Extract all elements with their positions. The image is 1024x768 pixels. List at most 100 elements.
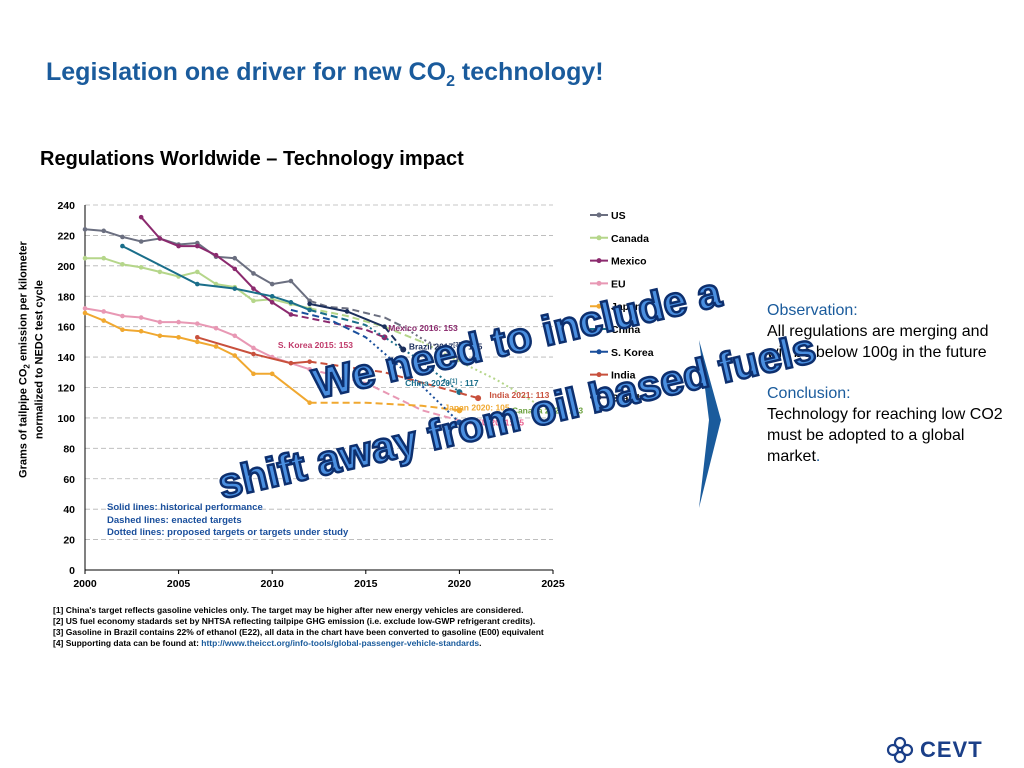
target-point-eu <box>475 422 482 429</box>
y-tick-label: 60 <box>63 474 75 486</box>
point-mexico <box>251 286 256 291</box>
point-mexico <box>195 243 200 249</box>
y-tick-label: 140 <box>57 352 75 364</box>
point-mexico <box>157 236 163 241</box>
label-eu: EU 2021: 95 <box>476 418 524 428</box>
data-source-link[interactable]: http://www.theicct.org/info-tools/global… <box>201 638 480 648</box>
point-india <box>307 359 312 364</box>
legend-marker-china <box>596 326 602 332</box>
legend-label-us: US <box>611 210 626 222</box>
point-eu <box>157 319 163 325</box>
point-eu <box>138 315 144 320</box>
conclusion-heading: Conclusion: <box>767 385 851 402</box>
legend-marker-mexico <box>596 258 602 264</box>
series-china-historical <box>121 245 310 311</box>
chart-series <box>82 214 556 429</box>
legend-marker-brazil <box>596 394 602 400</box>
point-japan <box>307 400 312 406</box>
point-eu <box>232 333 238 339</box>
observation-heading: Observation: <box>767 302 858 319</box>
legend-marker-canada <box>596 235 602 241</box>
point-japan <box>157 333 163 339</box>
series-brazil-enacted <box>383 326 404 351</box>
point-china <box>269 293 275 299</box>
point-japan <box>232 353 238 358</box>
cevt-logo-icon <box>886 736 914 764</box>
x-tick-label: 2010 <box>261 578 285 590</box>
point-canada <box>101 255 107 261</box>
target-point-japan <box>456 407 463 414</box>
series-india-enacted <box>309 360 479 400</box>
point-canada <box>82 255 88 261</box>
series-us-enacted <box>309 299 404 328</box>
legend-label-mexico: Mexico <box>611 256 647 268</box>
y-tick-label: 220 <box>57 230 75 242</box>
point-china <box>232 286 238 291</box>
legend-marker-eu <box>596 280 602 286</box>
line-style-notes: Solid lines: historical performance Dash… <box>107 502 349 538</box>
point-japan <box>251 371 256 377</box>
point-canada <box>251 298 256 304</box>
y-tick-label: 20 <box>63 535 75 547</box>
legend-label-japan: Japan <box>611 301 641 313</box>
point-mexico <box>138 214 144 220</box>
footnote-4: [4] Supporting data can be found at: htt… <box>53 638 482 648</box>
legend-marker-us <box>596 212 602 218</box>
point-china <box>195 281 200 287</box>
note-dotted: Dotted lines: proposed targets or target… <box>107 527 349 538</box>
label-brazil: Brazil 2017[3] : 145 <box>409 341 483 351</box>
point-us <box>82 227 88 232</box>
point-china <box>307 307 312 313</box>
y-tick-label: 0 <box>69 565 75 577</box>
chart-legend: US Canada Mexico EU Japan China S. Korea India B… <box>590 210 654 404</box>
point-brazil <box>344 309 350 314</box>
y-tick-label: 120 <box>57 383 75 395</box>
legend-marker-india <box>596 372 602 378</box>
series-end-labels: Canada 2025: 103 Mexico 2016: 153 EU 2021:… <box>278 323 584 427</box>
target-point-s-korea <box>456 419 463 426</box>
conclusion-text: Technology for reaching low CO2 must be … <box>767 406 1003 465</box>
series-us-proposed <box>402 325 460 360</box>
note-dashed: Dashed lines: enacted targets <box>107 515 242 526</box>
x-tick-label: 2005 <box>167 578 191 590</box>
point-mexico <box>288 312 294 317</box>
label-s-korea: S. Korea 2015: 153 <box>278 340 353 350</box>
point-brazil <box>307 301 312 307</box>
series-s-korea-enacted <box>290 308 367 339</box>
series-canada-enacted <box>309 307 423 343</box>
series-japan-enacted <box>309 401 460 412</box>
point-japan <box>101 318 107 323</box>
point-mexico <box>269 300 275 305</box>
point-eu <box>176 319 181 325</box>
x-tick-label: 2015 <box>354 578 378 590</box>
point-eu <box>251 345 256 351</box>
point-mexico <box>176 243 181 249</box>
x-tick-label: 2000 <box>73 578 97 590</box>
y-tick-label: 180 <box>57 291 75 303</box>
x-tick-label: 2020 <box>448 578 472 590</box>
point-china <box>288 300 294 305</box>
chart-axes: 0 20 40 60 80 100 120 140 160 180 200 220 240 2000 200… <box>57 200 564 590</box>
legend-label-canada: Canada <box>611 233 649 245</box>
series-canada-proposed <box>421 341 554 415</box>
y-tick-label: 100 <box>57 413 75 425</box>
cevt-logo-text: CEVT <box>920 737 983 762</box>
label-india: India 2021: 113 <box>489 390 549 400</box>
point-canada <box>120 262 125 267</box>
point-canada <box>138 265 144 270</box>
chart-subtitle: Regulations Worldwide – Technology impac… <box>40 148 464 170</box>
footnote-2: [2] US fuel economy stadards set by NHTS… <box>53 616 536 626</box>
point-eu <box>307 366 312 372</box>
point-us <box>120 234 125 240</box>
point-japan <box>269 371 275 377</box>
legend-label-brazil: Brazil <box>611 392 640 404</box>
point-mexico <box>213 252 219 258</box>
legend-marker-s-korea <box>596 349 602 355</box>
label-mexico: Mexico 2016: 153 <box>388 323 458 333</box>
footnotes: [1] China's target reflects gasoline veh… <box>53 605 544 649</box>
series-us-historical <box>84 228 311 302</box>
x-tick-label: 2025 <box>541 578 565 590</box>
point-us <box>101 228 107 234</box>
observation-panel: Observation: All regulations are merging… <box>767 300 1007 467</box>
point-india <box>195 335 200 340</box>
